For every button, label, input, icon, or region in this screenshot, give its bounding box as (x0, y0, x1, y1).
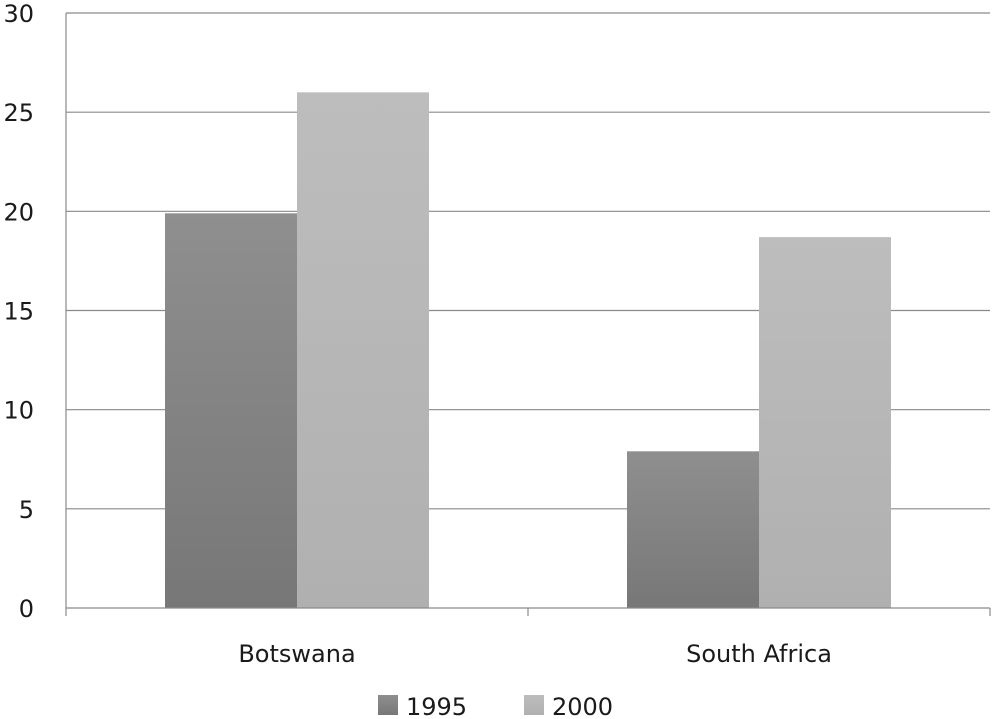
y-tick-label: 0 (19, 595, 34, 623)
x-axis-categories: Botswana South Africa (238, 640, 832, 668)
y-tick-label: 25 (3, 99, 34, 127)
legend-label-1995: 1995 (406, 693, 467, 719)
axes (65, 13, 991, 616)
bars (165, 92, 891, 609)
y-tick-label: 5 (19, 496, 34, 524)
bar-2000-south-africa (759, 237, 891, 608)
y-tick-label: 15 (3, 298, 34, 326)
legend: 1995 2000 (378, 693, 613, 719)
legend-swatch-2000 (524, 695, 544, 715)
bar-1995-south-africa (627, 451, 759, 608)
y-axis-ticks: 0 5 10 15 20 25 30 (3, 0, 34, 623)
legend-swatch-1995 (378, 695, 398, 715)
bar-1995-botswana (165, 213, 297, 609)
bar-2000-botswana (297, 92, 429, 609)
category-label: Botswana (238, 640, 355, 668)
legend-label-2000: 2000 (552, 693, 613, 719)
y-tick-label: 20 (3, 198, 34, 226)
category-label: South Africa (686, 640, 832, 668)
y-tick-label: 30 (3, 0, 34, 28)
y-tick-label: 10 (3, 397, 34, 425)
